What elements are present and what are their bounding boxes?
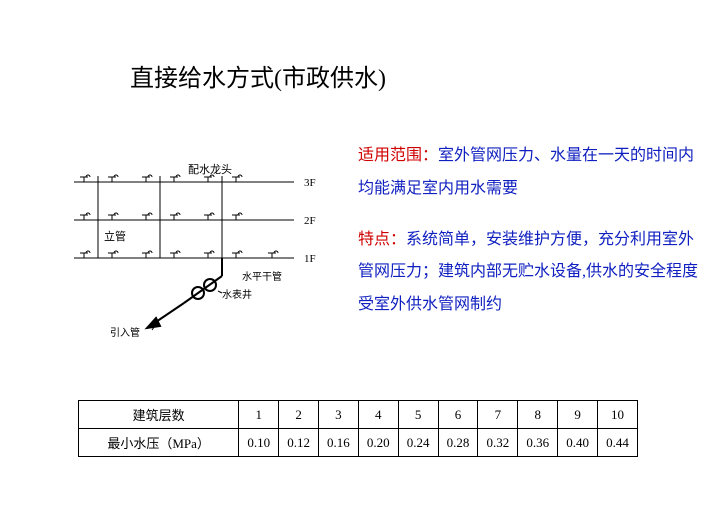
table-header-cell: 5 [398,401,438,429]
table-header-row: 建筑层数 1 2 3 4 5 6 7 8 9 10 [79,401,638,429]
table-cell: 0.32 [478,429,518,457]
table-cell: 0.44 [598,429,638,457]
table-header-cell: 3 [319,401,359,429]
table-cell: 0.36 [518,429,558,457]
table-cell: 0.24 [398,429,438,457]
table-header-cell: 10 [598,401,638,429]
table-header-cell: 7 [478,401,518,429]
table-row-label: 最小水压（MPa） [79,429,239,457]
tap-label: 配水龙头 [188,163,232,176]
table-cell: 0.16 [319,429,359,457]
description-text: 适用范围：室外管网压力、水量在一天的时间内均能满足室内用水需要 特点：系统简单，… [358,140,698,322]
table-cell: 0.20 [358,429,398,457]
page-title: 直接给水方式(市政供水) [130,58,386,93]
table-header-label: 建筑层数 [79,401,239,429]
table-header-cell: 4 [358,401,398,429]
table-cell: 0.40 [558,429,598,457]
tap-symbols [80,175,278,258]
inlet-assembly [147,258,222,328]
risers [98,176,222,258]
table-data-row: 最小水压（MPa） 0.10 0.12 0.16 0.20 0.24 0.28 … [79,429,638,457]
table-header-cell: 6 [438,401,478,429]
pressure-table: 建筑层数 1 2 3 4 5 6 7 8 9 10 最小水压（MPa） 0.10… [78,400,638,457]
feature-label: 特点： [358,231,406,248]
floor2-label: 2F [304,215,316,227]
table-cell: 0.10 [239,429,279,457]
meter-label: 水表井 [222,288,252,301]
horizontal-label: 水平干管 [242,270,282,283]
feature-body: 系统简单，安装维护方便，充分利用室外管网压力；建筑内部无贮水设备,供水的安全程度… [358,231,698,314]
table-header-cell: 1 [239,401,279,429]
riser-label: 立管 [104,229,126,243]
floor1-label: 1F [304,253,316,265]
inlet-label: 引入管 [110,326,140,339]
table-header-cell: 9 [558,401,598,429]
water-supply-diagram: 配水龙头 3F 2F 1F 立管 水平干管 水表井 引入管 [62,158,342,348]
floor-lines [74,182,294,258]
table-header-cell: 2 [279,401,319,429]
table-cell: 0.12 [279,429,319,457]
scope-label: 适用范围： [358,147,438,164]
table-header-cell: 8 [518,401,558,429]
floor3-label: 3F [304,177,316,189]
table-cell: 0.28 [438,429,478,457]
